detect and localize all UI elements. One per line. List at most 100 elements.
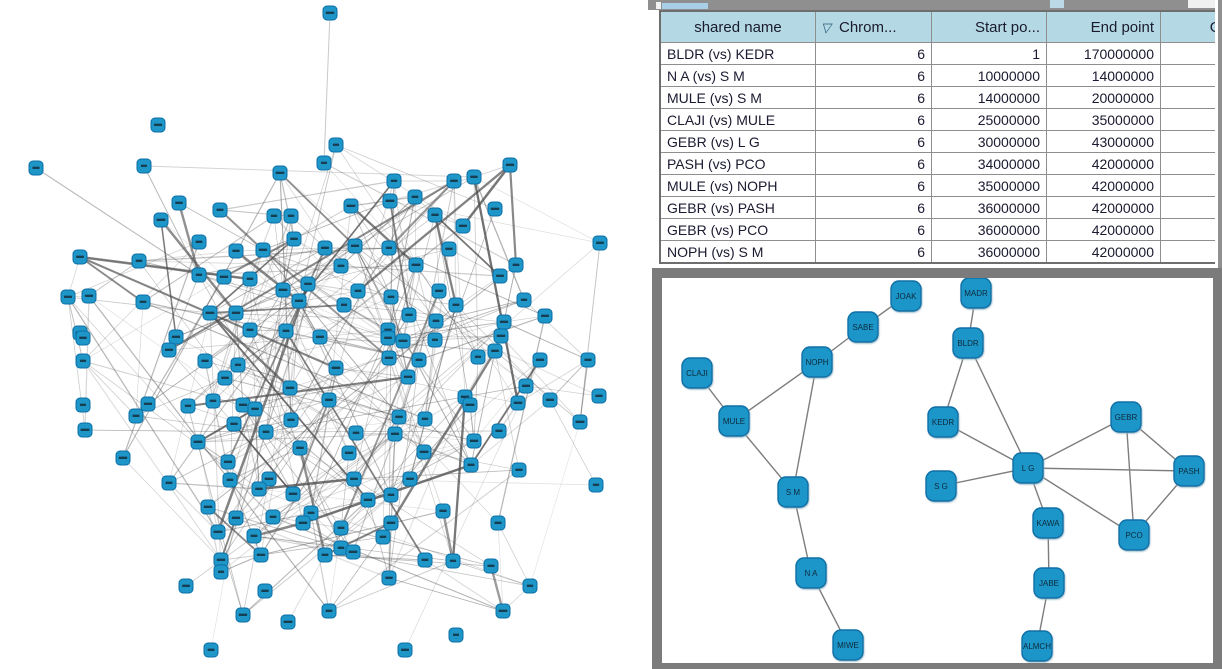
- network-node[interactable]: [496, 314, 512, 330]
- cell-shared-name[interactable]: MULE (vs) S M: [659, 86, 816, 109]
- cell-genetic[interactable]: 192.0: [1160, 42, 1222, 65]
- filter-icon[interactable]: ▽: [820, 19, 834, 35]
- network-node[interactable]: [343, 198, 359, 214]
- edge-gebr-pco[interactable]: [1125, 416, 1135, 536]
- node-l-g[interactable]: L G: [1012, 452, 1044, 484]
- network-node[interactable]: [178, 578, 194, 594]
- network-node[interactable]: [28, 160, 44, 176]
- network-node[interactable]: [455, 218, 471, 234]
- network-node[interactable]: [441, 241, 457, 257]
- node-pash[interactable]: PASH: [1173, 455, 1205, 487]
- network-node[interactable]: [220, 454, 236, 470]
- node-shape[interactable]: [1021, 630, 1053, 662]
- network-node[interactable]: [542, 392, 558, 408]
- cell-shared-name[interactable]: PASH (vs) PCO: [659, 152, 816, 175]
- table-row-pash-vs-pco[interactable]: PASH (vs) PCO6340000004200000011.4: [659, 152, 1222, 175]
- network-node[interactable]: [516, 292, 532, 308]
- network-node[interactable]: [591, 388, 607, 404]
- edge-noph-s-m[interactable]: [792, 361, 818, 493]
- table-row-claji-vs-mule[interactable]: CLAJI (vs) MULE625000000350000005.9: [659, 108, 1222, 131]
- cell-end-point[interactable]: 35000000: [1046, 108, 1161, 131]
- network-node[interactable]: [253, 547, 269, 563]
- table-row-n-a-vs-s-m[interactable]: N A (vs) S M610000000140000006.6: [659, 64, 1222, 87]
- edge-bldr-l-g[interactable]: [967, 342, 1029, 469]
- chrome-scrollbar-fragment[interactable]: [662, 3, 708, 9]
- network-node[interactable]: [470, 349, 486, 365]
- cell-start-po[interactable]: 25000000: [931, 108, 1047, 131]
- node-shape[interactable]: [925, 470, 957, 502]
- node-shape[interactable]: [960, 278, 992, 309]
- node-madr[interactable]: MADR: [960, 278, 992, 309]
- cell-start-po[interactable]: 35000000: [931, 174, 1047, 197]
- cell-shared-name[interactable]: BLDR (vs) KEDR: [659, 42, 816, 65]
- column-header-end-point[interactable]: End point: [1046, 10, 1161, 43]
- node-kedr[interactable]: KEDR: [927, 406, 959, 438]
- network-node[interactable]: [487, 343, 503, 359]
- cell-start-po[interactable]: 36000000: [931, 240, 1047, 264]
- network-node[interactable]: [350, 283, 366, 299]
- cell-shared-name[interactable]: CLAJI (vs) MULE: [659, 108, 816, 131]
- network-node[interactable]: [502, 157, 518, 173]
- edge-l-g-pash[interactable]: [1027, 467, 1190, 472]
- network-node[interactable]: [75, 330, 91, 346]
- network-node[interactable]: [400, 369, 416, 385]
- network-node[interactable]: [235, 607, 251, 623]
- network-node[interactable]: [255, 242, 271, 258]
- network-node[interactable]: [153, 212, 169, 228]
- network-node[interactable]: [431, 283, 447, 299]
- cell-chrom[interactable]: 6: [815, 152, 932, 175]
- node-shape[interactable]: [1173, 455, 1205, 487]
- cell-start-po[interactable]: 34000000: [931, 152, 1047, 175]
- network-node[interactable]: [522, 578, 538, 594]
- node-shape[interactable]: [890, 280, 922, 312]
- network-node[interactable]: [510, 395, 526, 411]
- network-node[interactable]: [191, 267, 207, 283]
- node-shape[interactable]: [777, 476, 809, 508]
- network-node[interactable]: [136, 158, 152, 174]
- cell-end-point[interactable]: 42000000: [1046, 240, 1161, 264]
- network-node[interactable]: [448, 627, 464, 643]
- network-node[interactable]: [333, 520, 349, 536]
- cell-end-point[interactable]: 14000000: [1046, 64, 1161, 87]
- network-node[interactable]: [397, 642, 413, 658]
- network-node[interactable]: [265, 509, 281, 525]
- network-node[interactable]: [210, 524, 226, 540]
- network-node[interactable]: [428, 313, 444, 329]
- network-node[interactable]: [572, 414, 588, 430]
- node-claji[interactable]: CLAJI: [681, 357, 713, 389]
- edge-l-g-pco[interactable]: [1027, 467, 1135, 536]
- node-shape[interactable]: [795, 557, 827, 589]
- network-node[interactable]: [321, 603, 337, 619]
- network-node[interactable]: [115, 450, 131, 466]
- network-node[interactable]: [217, 370, 233, 386]
- cell-chrom[interactable]: 6: [815, 218, 932, 241]
- node-shape[interactable]: [1033, 567, 1065, 599]
- cell-genetic[interactable]: 8.9: [1160, 196, 1222, 219]
- cell-chrom[interactable]: 6: [815, 64, 932, 87]
- network-node[interactable]: [427, 207, 443, 223]
- network-node[interactable]: [383, 487, 399, 503]
- network-node[interactable]: [592, 235, 608, 251]
- network-node[interactable]: [213, 564, 229, 580]
- edge-l-g-gebr[interactable]: [1027, 416, 1127, 469]
- cell-start-po[interactable]: 36000000: [931, 196, 1047, 219]
- network-node[interactable]: [411, 352, 427, 368]
- network-node[interactable]: [75, 397, 91, 413]
- node-shape[interactable]: [1032, 507, 1064, 539]
- network-node[interactable]: [258, 424, 274, 440]
- network-node[interactable]: [380, 330, 396, 346]
- node-pco[interactable]: PCO: [1118, 519, 1150, 551]
- node-s-m[interactable]: S M: [777, 476, 809, 508]
- network-node[interactable]: [203, 642, 219, 658]
- network-node[interactable]: [150, 117, 166, 133]
- network-node[interactable]: [360, 492, 376, 508]
- network-node[interactable]: [230, 357, 246, 373]
- cell-genetic[interactable]: 8.4: [1160, 218, 1222, 241]
- network-node[interactable]: [518, 378, 534, 394]
- network-node[interactable]: [266, 208, 282, 224]
- network-node[interactable]: [402, 471, 418, 487]
- node-shape[interactable]: [847, 311, 879, 343]
- cell-chrom[interactable]: 6: [815, 196, 932, 219]
- network-node[interactable]: [588, 477, 604, 493]
- node-shape[interactable]: [1118, 519, 1150, 551]
